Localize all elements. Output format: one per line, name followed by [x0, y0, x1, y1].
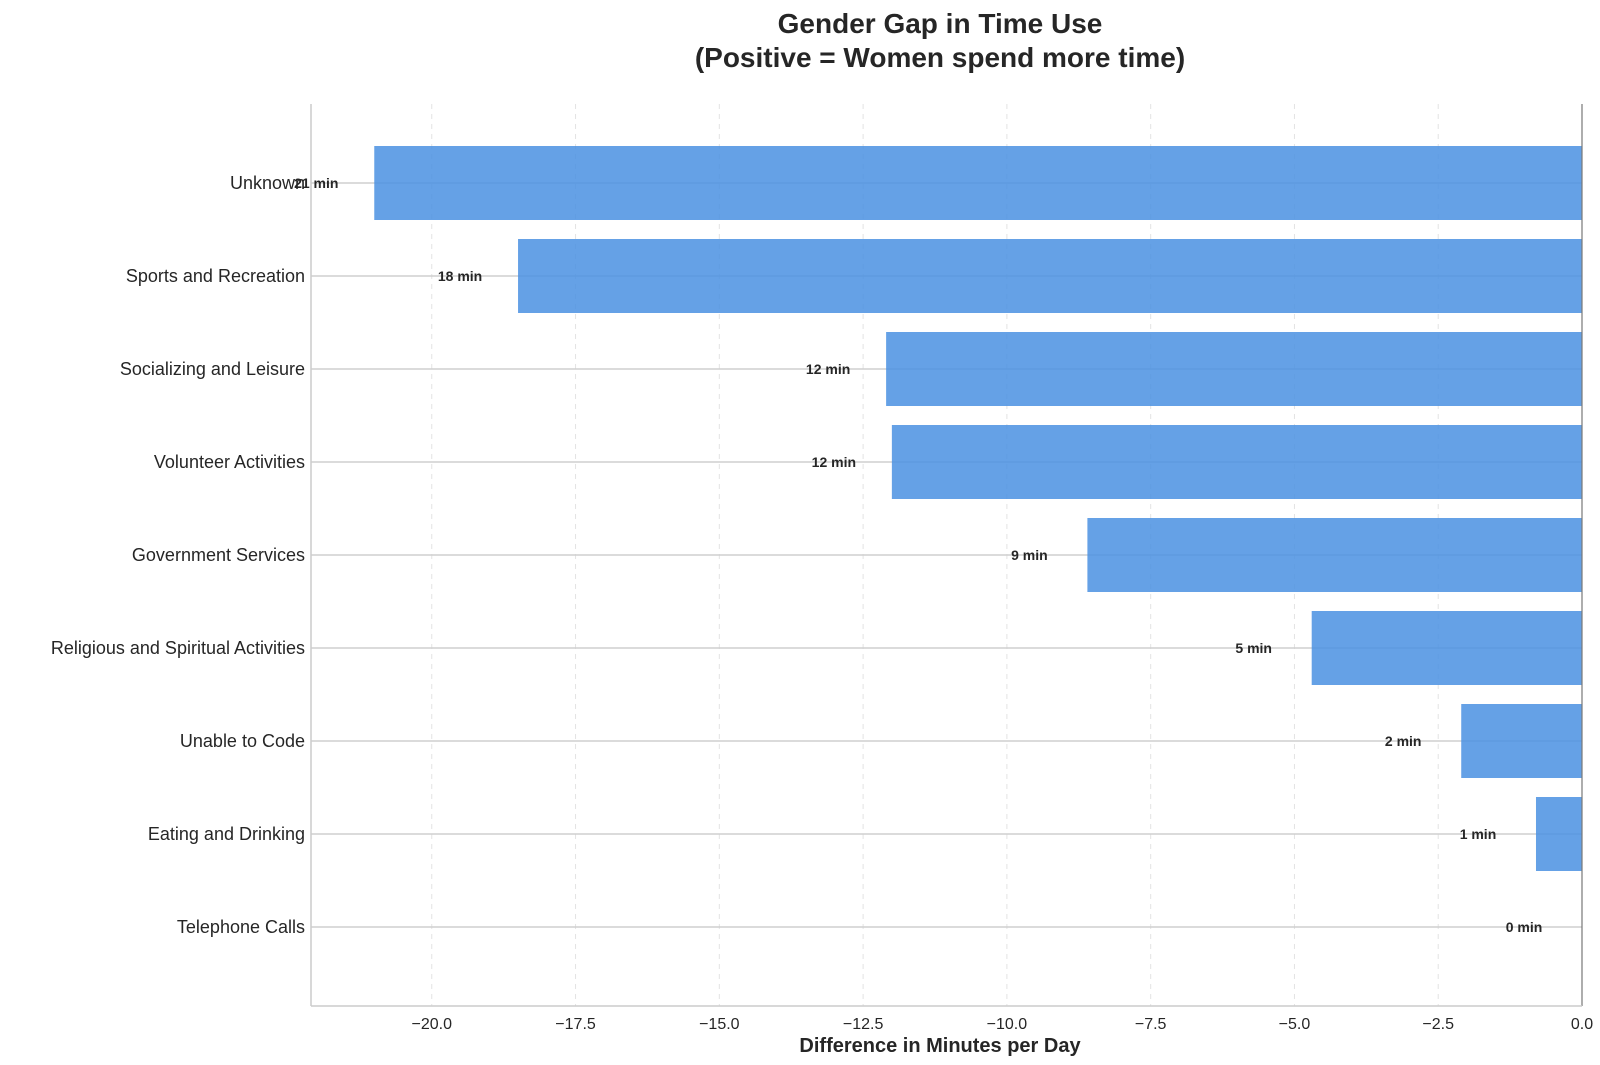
- y-tick-label: Religious and Spiritual Activities: [51, 638, 305, 658]
- data-label: 2 min: [1385, 733, 1422, 749]
- x-tick-label: −17.5: [555, 1016, 596, 1033]
- x-tick-label: 0.0: [1571, 1016, 1593, 1033]
- y-tick-label: Unknown: [230, 173, 305, 193]
- x-tick-label: −12.5: [843, 1016, 884, 1033]
- x-tick-label: −15.0: [699, 1016, 740, 1033]
- y-tick-label: Government Services: [132, 545, 305, 565]
- plot-area: Unknown Sports and Recreation Socializing …: [51, 104, 1593, 1033]
- chart-title-line-1: Gender Gap in Time Use: [778, 8, 1103, 39]
- y-tick-label: Telephone Calls: [177, 917, 305, 937]
- data-label: 9 min: [1011, 547, 1048, 563]
- bar: [886, 332, 1582, 406]
- y-tick-label: Unable to Code: [180, 731, 305, 751]
- x-tick-label: −7.5: [1135, 1016, 1167, 1033]
- x-tick-label: −10.0: [987, 1016, 1028, 1033]
- x-tick-label: −2.5: [1422, 1016, 1454, 1033]
- y-tick-label: Socializing and Leisure: [120, 359, 305, 379]
- data-label: 0 min: [1506, 919, 1543, 935]
- data-label: 12 min: [806, 361, 850, 377]
- bar: [1535, 797, 1582, 871]
- bar: [1311, 611, 1582, 685]
- bar: [1087, 518, 1582, 592]
- x-tick-label: −5.0: [1279, 1016, 1311, 1033]
- x-tick-label: −20.0: [412, 1016, 453, 1033]
- y-tick-label: Eating and Drinking: [148, 824, 305, 844]
- chart-title-line-2: (Positive = Women spend more time): [695, 42, 1185, 73]
- data-label: 1 min: [1460, 826, 1497, 842]
- bar: [891, 425, 1582, 499]
- y-tick-label: Volunteer Activities: [154, 452, 305, 472]
- bar: [518, 239, 1582, 313]
- data-label: 12 min: [812, 454, 856, 470]
- data-label: 5 min: [1235, 640, 1272, 656]
- y-tick-label: Sports and Recreation: [126, 266, 305, 286]
- data-label: 21 min: [294, 175, 338, 191]
- x-axis-label: Difference in Minutes per Day: [799, 1035, 1081, 1057]
- bar: [1461, 704, 1582, 778]
- data-label: 18 min: [438, 268, 482, 284]
- bar: [374, 146, 1582, 220]
